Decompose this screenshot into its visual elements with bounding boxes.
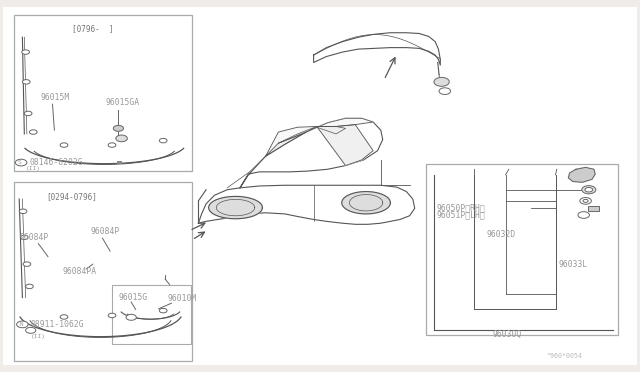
Text: 96032D: 96032D — [486, 230, 516, 239]
Circle shape — [126, 314, 136, 320]
Text: (II): (II) — [31, 334, 45, 339]
Circle shape — [108, 143, 116, 147]
Text: S: S — [18, 160, 22, 165]
Bar — [117, 161, 122, 164]
Text: 96084PA: 96084PA — [63, 267, 97, 276]
Text: [0796-  ]: [0796- ] — [72, 25, 113, 33]
Circle shape — [159, 308, 167, 313]
Bar — [14, 15, 192, 171]
Circle shape — [439, 88, 451, 94]
Circle shape — [19, 209, 27, 214]
Circle shape — [15, 159, 27, 166]
Polygon shape — [240, 118, 383, 188]
Bar — [14, 182, 192, 361]
Circle shape — [20, 235, 28, 240]
Polygon shape — [198, 185, 415, 224]
Text: ^960*0054: ^960*0054 — [547, 353, 583, 359]
Polygon shape — [568, 167, 595, 182]
Bar — [426, 164, 618, 335]
Circle shape — [582, 186, 596, 194]
Text: 08146-6202G: 08146-6202G — [29, 158, 83, 167]
Polygon shape — [317, 126, 346, 134]
Polygon shape — [266, 118, 373, 156]
Text: 96015GA: 96015GA — [106, 98, 140, 107]
Text: [0294-0796]: [0294-0796] — [46, 192, 97, 201]
Circle shape — [580, 198, 591, 204]
Circle shape — [26, 327, 36, 333]
Text: 96033L: 96033L — [558, 260, 588, 269]
Text: (II): (II) — [26, 166, 40, 171]
Circle shape — [583, 199, 588, 202]
Circle shape — [26, 284, 33, 289]
Text: 96015G: 96015G — [118, 293, 148, 302]
Text: 96010M: 96010M — [168, 294, 197, 303]
Circle shape — [23, 262, 31, 266]
Text: 96084P: 96084P — [19, 233, 49, 242]
Circle shape — [29, 130, 37, 134]
Bar — [588, 206, 599, 211]
Text: 08911-1062G: 08911-1062G — [31, 320, 84, 329]
Circle shape — [578, 212, 589, 218]
Circle shape — [159, 138, 167, 143]
Text: 96050P〈RH〉: 96050P〈RH〉 — [436, 204, 485, 213]
Circle shape — [60, 143, 68, 147]
Circle shape — [60, 315, 68, 319]
Text: 96051P〈LH〉: 96051P〈LH〉 — [436, 211, 485, 219]
Text: 96084P: 96084P — [91, 227, 120, 236]
Circle shape — [108, 313, 116, 318]
Polygon shape — [317, 125, 373, 166]
Circle shape — [434, 77, 449, 86]
Circle shape — [22, 50, 29, 54]
Bar — [112, 285, 191, 344]
Polygon shape — [209, 196, 262, 219]
Polygon shape — [314, 33, 440, 65]
Circle shape — [24, 111, 32, 116]
Polygon shape — [266, 132, 306, 156]
Circle shape — [585, 187, 593, 192]
Text: 96015M: 96015M — [40, 93, 70, 102]
Text: 96030Q: 96030Q — [493, 330, 522, 339]
Circle shape — [113, 125, 124, 131]
Circle shape — [17, 321, 28, 328]
Text: N: N — [19, 322, 23, 327]
Polygon shape — [342, 192, 390, 214]
Circle shape — [116, 135, 127, 142]
Circle shape — [22, 80, 30, 84]
Polygon shape — [278, 126, 317, 143]
